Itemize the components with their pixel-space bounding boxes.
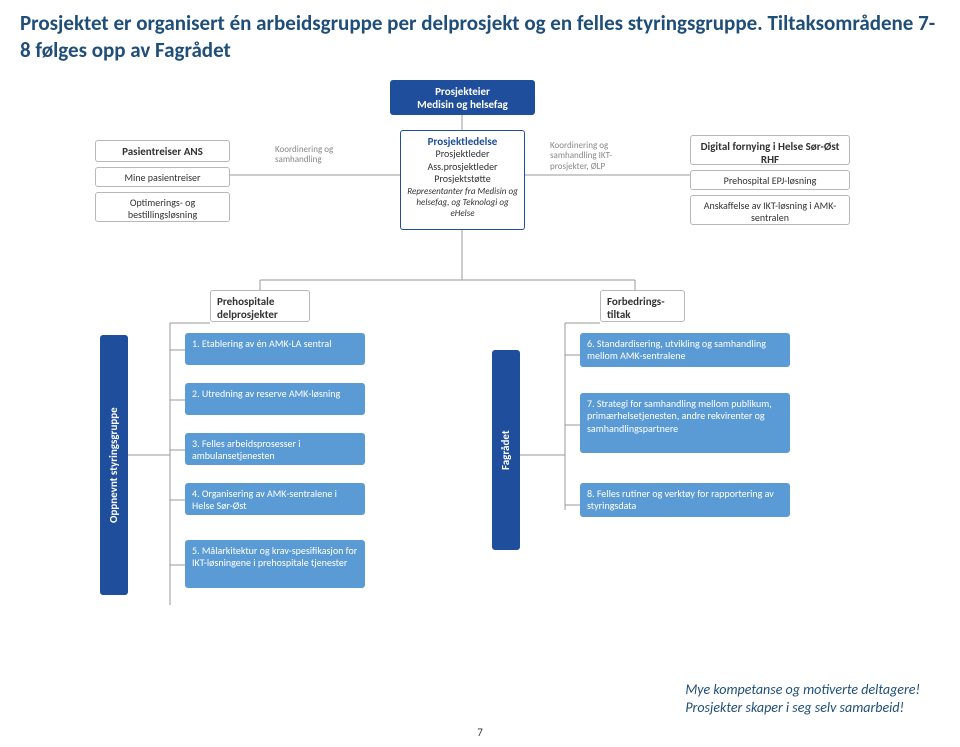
digital-fornying-b1: Prehospital EPJ-løsning xyxy=(690,170,850,190)
item-4: 4. Organisering av AMK-sentralene i Hels… xyxy=(185,483,365,515)
fagradet-label: Fagrådet xyxy=(492,350,520,550)
bottom-l2: Prosjekter skaper i seg selv samarbeid! xyxy=(685,699,904,716)
styringsgruppe-label: Oppnevnt styringsgruppe xyxy=(100,335,128,595)
bottom-l1: Mye kompetanse og motiverte deltagere! xyxy=(685,681,920,698)
conn-label-left: Koordinering og samhandling xyxy=(275,145,355,167)
pasientreiser-header: Pasientreiser ANS xyxy=(95,140,230,162)
org-diagram: Prosjekteier Medisin og helsefag Prosjek… xyxy=(20,75,940,635)
project-leadership-box: Prosjektledelse Prosjektleder Ass.prosje… xyxy=(400,130,525,230)
conn-label-right: Koordinering og samhandling IKT-prosjekt… xyxy=(550,141,650,173)
bottom-note: Mye kompetanse og motiverte deltagere! P… xyxy=(685,681,920,717)
item-1: 1. Etablering av én AMK-LA sentral xyxy=(185,333,365,365)
item-8: 8. Felles rutiner og verktøy for rapport… xyxy=(580,483,790,517)
pasientreiser-b1: Mine pasientreiser xyxy=(95,167,230,187)
project-owner-box: Prosjekteier Medisin og helsefag xyxy=(390,80,535,115)
owner-line2: Medisin og helsefag xyxy=(417,98,508,111)
item-7: 7. Strategi for samhandling mellom publi… xyxy=(580,393,790,453)
digital-fornying-header: Digital fornying i Helse Sør-Øst RHF xyxy=(690,135,850,165)
leadership-l4: Representanter fra Medisin og helsefag, … xyxy=(407,186,518,220)
page-title: Prosjektet er organisert én arbeidsgrupp… xyxy=(20,10,940,65)
digital-fornying-b2: Anskaffelse av IKT-løsning i AMK-sentral… xyxy=(690,195,850,225)
page-number: 7 xyxy=(477,726,483,739)
owner-line1: Prosjekteier xyxy=(435,85,490,98)
section-header-left: Prehospitale delprosjekter xyxy=(210,290,310,322)
item-5: 5. Målarkitektur og krav-spesifikasjon f… xyxy=(185,540,365,588)
item-3: 3. Felles arbeidsprosesser i ambulansetj… xyxy=(185,433,365,465)
leadership-l3: Prosjektstøtte xyxy=(407,173,518,186)
item-2: 2. Utredning av reserve AMK-løsning xyxy=(185,383,365,415)
pasientreiser-b2: Optimerings- og bestillingsløsning xyxy=(95,192,230,222)
item-6: 6. Standardisering, utvikling og samhand… xyxy=(580,333,790,367)
leadership-l1: Prosjektleder xyxy=(407,148,518,161)
section-header-right: Forbedrings- tiltak xyxy=(600,290,685,322)
leadership-header: Prosjektledelse xyxy=(407,135,518,149)
